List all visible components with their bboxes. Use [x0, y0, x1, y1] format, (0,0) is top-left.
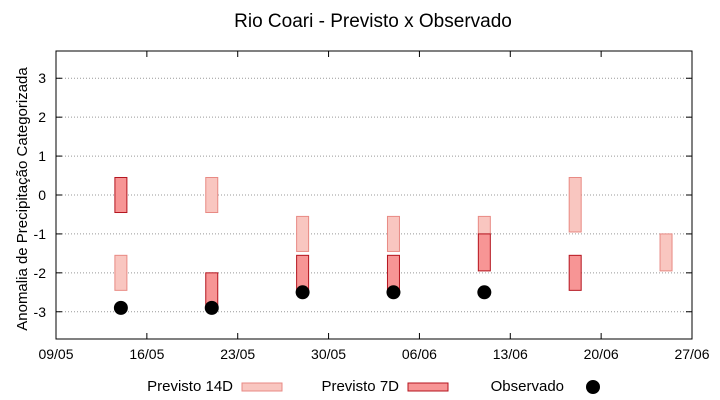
y-tick-label: -1 — [34, 226, 47, 242]
legend: Previsto 14D Previsto 7D Observado — [147, 378, 600, 395]
x-tick-label: 06/06 — [402, 346, 437, 362]
point-observado — [113, 300, 128, 315]
legend-label-observado: Observado — [491, 378, 564, 395]
point-observado — [204, 300, 219, 315]
x-axis: 09/05 16/05 23/05 30/05 06/06 13/06 20/06 27/06 — [38, 51, 710, 362]
legend-marker-observado — [586, 380, 600, 394]
bar-previsto-7d — [568, 254, 582, 291]
legend-item-observado: Observado — [491, 378, 600, 395]
x-tick-label: 09/05 — [38, 346, 73, 362]
series-observado — [113, 285, 492, 315]
bar-previsto-14d — [659, 233, 673, 272]
legend-label-previsto-7d: Previsto 7D — [321, 378, 399, 395]
y-tick-label: -3 — [34, 304, 47, 320]
bar-previsto-14d — [568, 176, 582, 233]
plot-frame — [55, 50, 693, 340]
legend-swatch-previsto-14d — [241, 382, 283, 392]
bar-previsto-14d — [477, 215, 491, 235]
bar-previsto-14d — [114, 254, 128, 291]
bar-previsto-14d — [296, 215, 310, 252]
series-previsto-7d — [114, 176, 582, 309]
bar-previsto-14d — [205, 176, 219, 214]
y-tick-label: 2 — [38, 109, 46, 125]
x-tick-label: 30/05 — [311, 346, 346, 362]
legend-label-previsto-14d: Previsto 14D — [147, 378, 233, 395]
chart-title: Rio Coari - Previsto x Observado — [234, 11, 512, 32]
bar-previsto-7d — [114, 176, 128, 214]
y-tick-label: 3 — [38, 70, 46, 86]
legend-swatch-previsto-7d — [407, 382, 449, 392]
series-previsto-14d — [114, 176, 673, 291]
x-tick-label: 27/06 — [674, 346, 709, 362]
x-tick-label: 23/05 — [220, 346, 255, 362]
x-tick-label: 13/06 — [493, 346, 528, 362]
x-tick-label: 16/05 — [129, 346, 164, 362]
y-tick-label: -2 — [34, 265, 47, 281]
point-observado — [386, 285, 401, 300]
point-observado — [477, 285, 492, 300]
legend-item-previsto-14d: Previsto 14D — [147, 378, 283, 395]
bar-previsto-7d — [477, 233, 491, 272]
bar-previsto-14d — [386, 215, 400, 252]
point-observado — [295, 285, 310, 300]
y-axis: 3 2 1 0 -1 -2 -3 — [34, 70, 692, 320]
y-tick-label: 1 — [38, 148, 46, 164]
grid-lines — [56, 77, 692, 313]
x-tick-label: 20/06 — [584, 346, 619, 362]
y-tick-label: 0 — [38, 187, 46, 203]
legend-item-previsto-7d: Previsto 7D — [321, 378, 449, 395]
y-axis-label: Anomalia de Precipitação Categorizada — [14, 67, 31, 331]
